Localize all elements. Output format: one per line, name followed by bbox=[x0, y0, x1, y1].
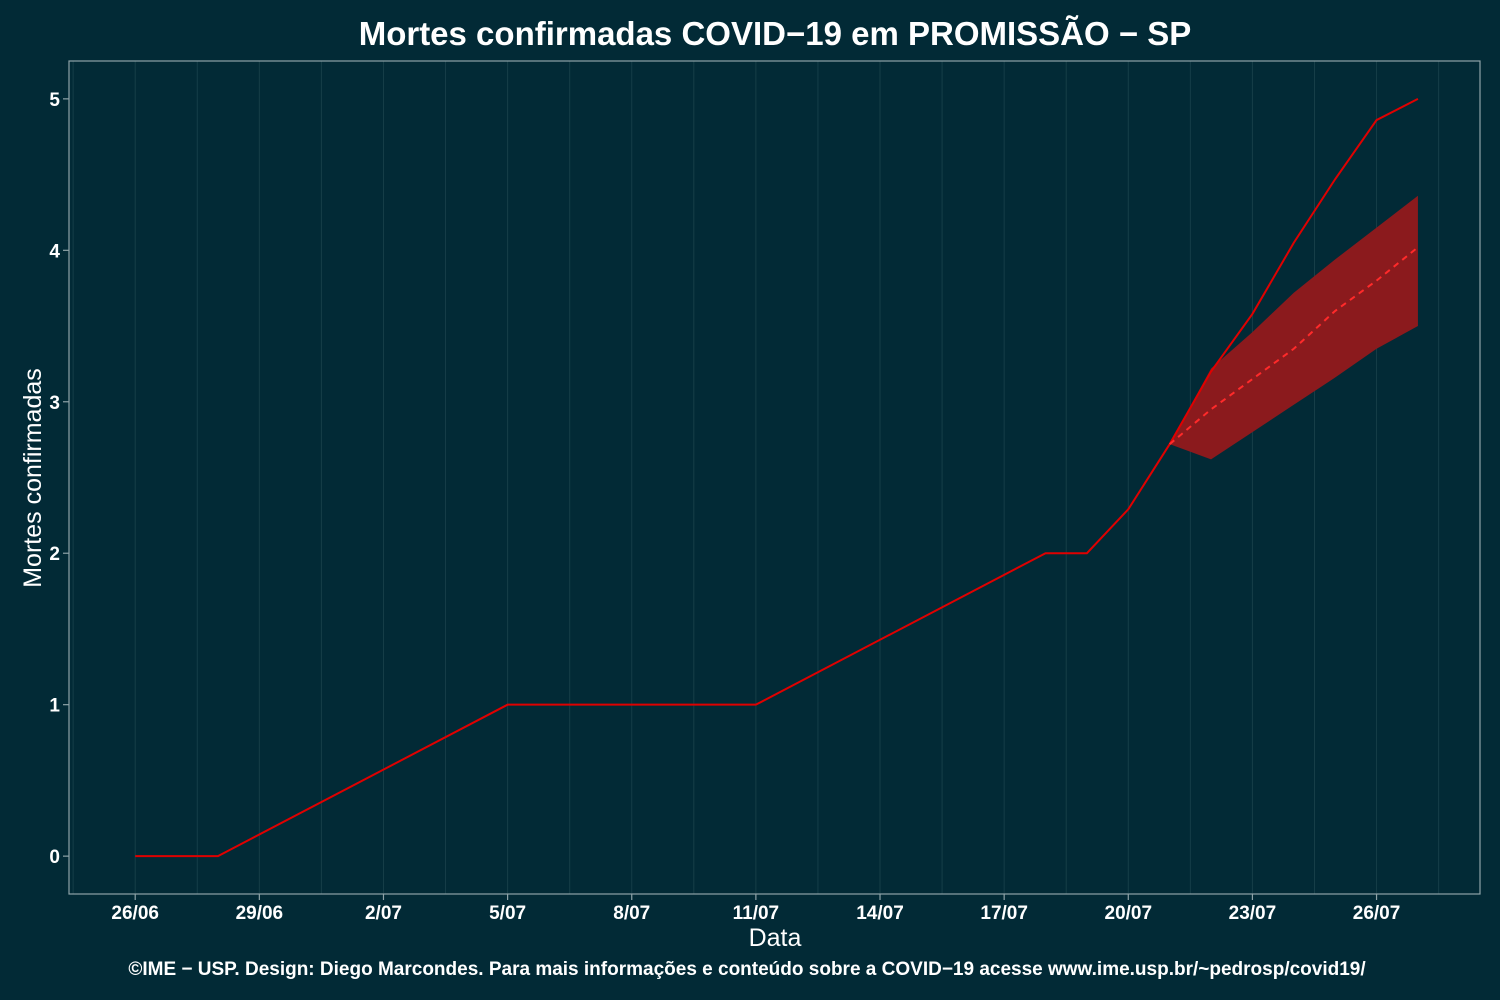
y-axis-ticks: 0 1 2 3 4 5 bbox=[49, 90, 69, 868]
x-tick-label: 29/06 bbox=[236, 903, 284, 924]
x-tick-label: 5/07 bbox=[489, 903, 526, 924]
chart-caption: ©IME − USP. Design: Diego Marcondes. Par… bbox=[128, 959, 1366, 980]
x-tick-label: 23/07 bbox=[1229, 903, 1277, 924]
series-layer bbox=[135, 97, 1419, 858]
grid-lines bbox=[72, 61, 1440, 894]
y-axis-label: Mortes confirmadas bbox=[19, 368, 47, 588]
x-tick-label: 17/07 bbox=[980, 903, 1028, 924]
x-axis-ticks: 26/06 29/06 2/07 5/07 8/07 11/07 14/07 17/07 20/… bbox=[111, 894, 1400, 924]
x-tick-label: 26/06 bbox=[111, 903, 159, 924]
x-tick-label: 26/07 bbox=[1353, 903, 1401, 924]
x-tick-label: 2/07 bbox=[365, 903, 402, 924]
forecast-band bbox=[1169, 195, 1418, 460]
y-tick-label: 3 bbox=[49, 393, 60, 414]
y-tick-label: 4 bbox=[49, 241, 60, 262]
chart-title: Mortes confirmadas COVID−19 em PROMISSÃO… bbox=[359, 15, 1192, 52]
x-tick-label: 14/07 bbox=[856, 903, 904, 924]
y-tick-label: 2 bbox=[49, 544, 60, 565]
forecast-line bbox=[1169, 246, 1419, 445]
deaths-line bbox=[135, 97, 1419, 858]
x-axis-label: Data bbox=[749, 924, 802, 952]
x-tick-label: 11/07 bbox=[733, 903, 780, 924]
x-tick-label: 8/07 bbox=[613, 903, 650, 924]
y-tick-label: 5 bbox=[49, 90, 60, 111]
plot-frame bbox=[68, 60, 1481, 895]
x-tick-label: 20/07 bbox=[1105, 903, 1153, 924]
y-tick-label: 1 bbox=[49, 696, 60, 717]
y-tick-label: 0 bbox=[49, 847, 60, 868]
forecast-band-layer bbox=[1169, 195, 1418, 460]
